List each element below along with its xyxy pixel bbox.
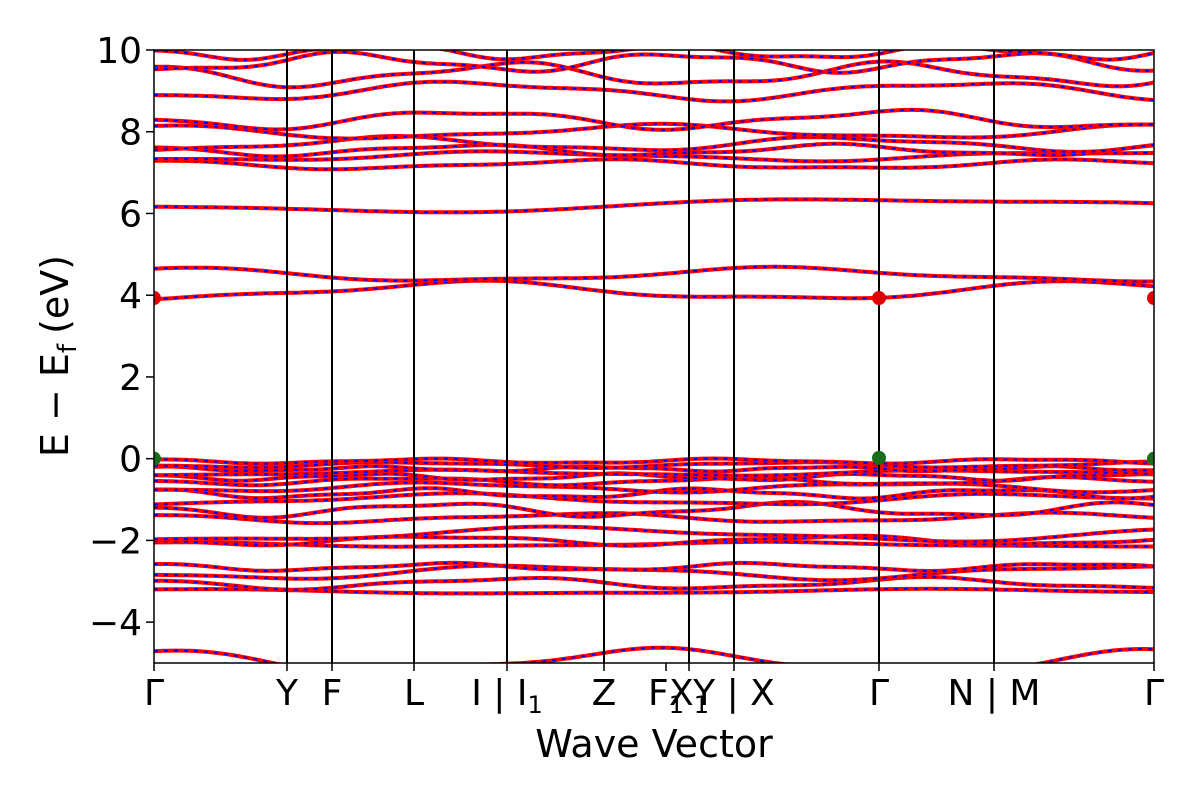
y-axis-title: E − Ef (eV) — [33, 255, 83, 457]
y-tick-label: −2 — [89, 521, 142, 562]
vbm-marker — [1147, 451, 1154, 466]
band-line-spin-down — [154, 142, 1154, 158]
band-line-spin-down — [154, 575, 1154, 591]
y-axis-title-unit: (eV) — [33, 255, 77, 334]
y-tick-label: 8 — [119, 113, 142, 154]
band-line-spin-down — [154, 80, 1154, 103]
band-line-spin-down — [154, 108, 1154, 131]
band-line-spin-down — [154, 476, 1154, 487]
cbm-marker — [154, 291, 161, 306]
band-line-spin-down — [154, 587, 1154, 595]
band-line-spin-down — [154, 460, 1154, 469]
x-axis-title: Wave Vector — [535, 722, 773, 766]
x-tick-label: Γ — [1144, 673, 1164, 714]
band-line-spin-down — [154, 481, 1154, 494]
vbm-marker — [872, 450, 886, 465]
band-line-spin-up — [154, 645, 1154, 663]
band-line-spin-down — [154, 534, 1154, 547]
y-tick-label: 6 — [119, 194, 142, 235]
y-tick-label: 2 — [119, 358, 142, 399]
band-line-spin-down — [154, 265, 1154, 283]
band-line-spin-down — [154, 465, 1154, 473]
band-line-spin-down — [154, 122, 1154, 140]
band-line-spin-up — [154, 50, 1154, 75]
band-line-spin-down — [154, 646, 1154, 663]
vbm-marker — [154, 451, 161, 466]
x-tick-label: Z — [592, 673, 617, 714]
x-tick-label: F1 — [648, 673, 684, 719]
x-tick-label: F — [322, 673, 343, 714]
y-tick-label: 10 — [96, 31, 142, 72]
band-line-spin-down — [154, 457, 1154, 465]
bands-layer — [154, 50, 1154, 663]
y-axis-title-main: E − E — [33, 353, 77, 457]
band-line-spin-down — [154, 198, 1154, 214]
band-line-spin-down — [154, 158, 1154, 171]
y-axis-title-subscript: f — [53, 343, 83, 353]
svg-text:E − Ef(eV): E − Ef (eV) — [33, 255, 83, 457]
x-tick-label: X1 — [669, 673, 709, 719]
band-line-spin-down — [154, 279, 1154, 301]
x-tick-label: Γ — [144, 673, 164, 714]
x-tick-label: I | I1 — [471, 673, 543, 719]
band-line-spin-down — [154, 135, 1154, 153]
cbm-marker — [872, 291, 886, 306]
band-line-spin-down — [154, 50, 1154, 74]
x-tick-label: Γ — [869, 673, 889, 714]
x-tick-label: L — [404, 673, 424, 714]
y-tick-label: 4 — [119, 276, 142, 317]
band-edge-markers — [154, 291, 1154, 466]
x-tick-label: Y — [275, 673, 299, 714]
x-tick-label: Y | X — [692, 673, 775, 714]
band-line-spin-down — [154, 60, 1154, 89]
cbm-marker — [1147, 291, 1154, 306]
y-tick-label: 0 — [119, 440, 142, 481]
y-tick-label: −4 — [89, 603, 142, 644]
band-line-spin-down — [154, 511, 1154, 525]
y-axis-ticks: −4 −2 0 2 4 6 8 10 — [89, 31, 154, 644]
high-symmetry-lines — [286, 50, 995, 663]
plot-frame — [153, 49, 1155, 664]
x-tick-label: N | M — [947, 673, 1040, 714]
band-line-spin-down — [154, 500, 1154, 519]
band-line-spin-down — [154, 492, 1154, 506]
band-line-spin-down — [154, 561, 1154, 572]
band-line-spin-down — [154, 525, 1154, 543]
